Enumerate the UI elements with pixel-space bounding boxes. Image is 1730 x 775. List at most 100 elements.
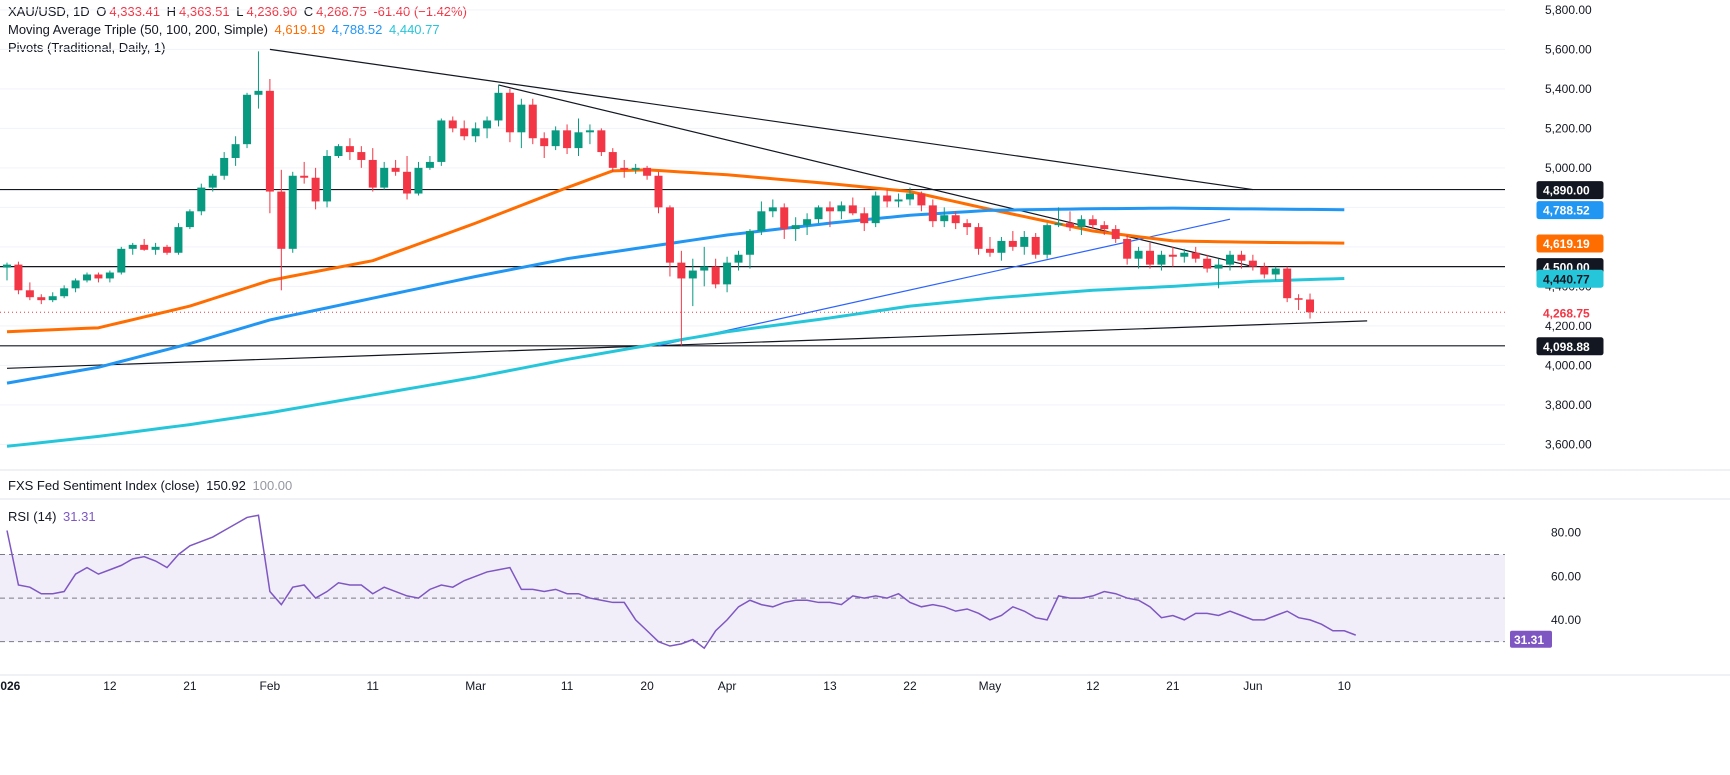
price-badge-bg [1536,234,1604,253]
candle-body [323,156,332,202]
candle [643,165,652,180]
pivots-legend-row[interactable]: Pivots (Traditional, Daily, 1) [8,40,169,56]
candle-body [117,248,126,273]
candle-body [1260,266,1269,275]
candle-body [1031,236,1040,255]
candle [254,51,263,109]
candle-body [1100,225,1109,230]
candle-body [928,205,937,222]
fxs-legend-row[interactable]: FXS Fed Sentiment Index (close) 150.92 1… [8,478,295,494]
candle-body [243,94,252,145]
candle-body [231,144,240,158]
candle [311,167,320,210]
candle-body [1123,238,1132,259]
candle-body [254,90,263,95]
candle-body [1168,254,1177,257]
candle-body [403,171,412,194]
candle [1203,254,1212,273]
candle-body [163,246,172,253]
candle-body [997,240,1006,253]
candle [974,223,983,255]
candle-body [1203,258,1212,269]
candle [1077,215,1086,235]
candle [848,197,857,216]
candle [871,191,880,228]
trend-line [6,320,1368,369]
ma-legend-row[interactable]: Moving Average Triple (50, 100, 200, Sim… [8,22,443,38]
candle-body [60,288,69,297]
candle [1100,221,1109,235]
candle [860,207,869,232]
candle [1214,258,1223,289]
candle [345,138,354,160]
candle [1168,246,1177,267]
candle-body [1248,260,1257,267]
candle-body [448,120,457,129]
candle-body [311,177,320,202]
candle [951,211,960,230]
candle [174,223,183,255]
candle [677,250,686,346]
candle [1031,233,1040,259]
candle-body [757,211,766,232]
candle [1065,211,1074,232]
candle-body [803,219,812,226]
rsi-badge-bg [1510,630,1552,648]
price-badge: 4,890.00 [1536,181,1604,200]
candle [163,244,172,255]
candle-body [505,92,514,133]
candle [608,148,617,172]
candle-body [734,254,743,263]
candle [928,199,937,228]
candle-body [780,207,789,230]
rsi-pane: 80.00 60.00 40.00 31.31 [0,514,1581,650]
candle-body [665,207,674,263]
candle-body [1020,236,1029,247]
candle [1157,250,1166,271]
candle-body [1294,298,1303,300]
trend-line [269,48,1253,191]
candle-body [643,167,652,176]
candle-body [574,132,583,149]
price-axis[interactable]: 5,800.00 5,600.00 5,400.00 5,200.00 5,000.00… [1536,3,1604,451]
candle-body [563,130,572,149]
candle-body [460,128,469,137]
candle [757,201,766,235]
candle-body [25,290,34,298]
candle [48,292,57,303]
trend-line [658,218,1231,347]
candle-body [517,104,526,133]
rsi-tick-label: 60.00 [1551,569,1581,583]
time-axis[interactable]: 2026 12 21 Feb 11 Mar 11 20 Apr 13 22 May 12 21 Jun 10 [0,679,1351,693]
candle [803,213,812,235]
candle-body [711,266,720,285]
candle [1237,250,1246,269]
candle-body [1306,299,1315,313]
candle [883,189,892,208]
overlay-lines [0,48,1505,448]
rsi-legend-row[interactable]: RSI (14) 31.31 [8,509,99,525]
candle [243,92,252,149]
candle-body [288,175,297,249]
candle-body [620,167,629,170]
candle [1260,262,1269,279]
candle-body [48,296,57,301]
candle [1146,242,1154,269]
candle [288,171,297,253]
candle-body [128,244,137,249]
fxs-label: FXS Fed Sentiment Index (close) [8,478,200,493]
candle [71,278,80,293]
candle-body [151,246,160,250]
ma-line-ma-50 [6,168,1345,334]
candle-body [1077,219,1086,228]
candle-body [391,167,400,172]
candle-body [654,175,663,208]
candle-body [197,187,206,212]
ma-line-ma-200 [6,276,1345,448]
candle [711,258,720,289]
rsi-badge: 31.31 [1510,630,1552,648]
candle-body [334,146,343,157]
candle [597,128,606,157]
candle [425,156,434,170]
